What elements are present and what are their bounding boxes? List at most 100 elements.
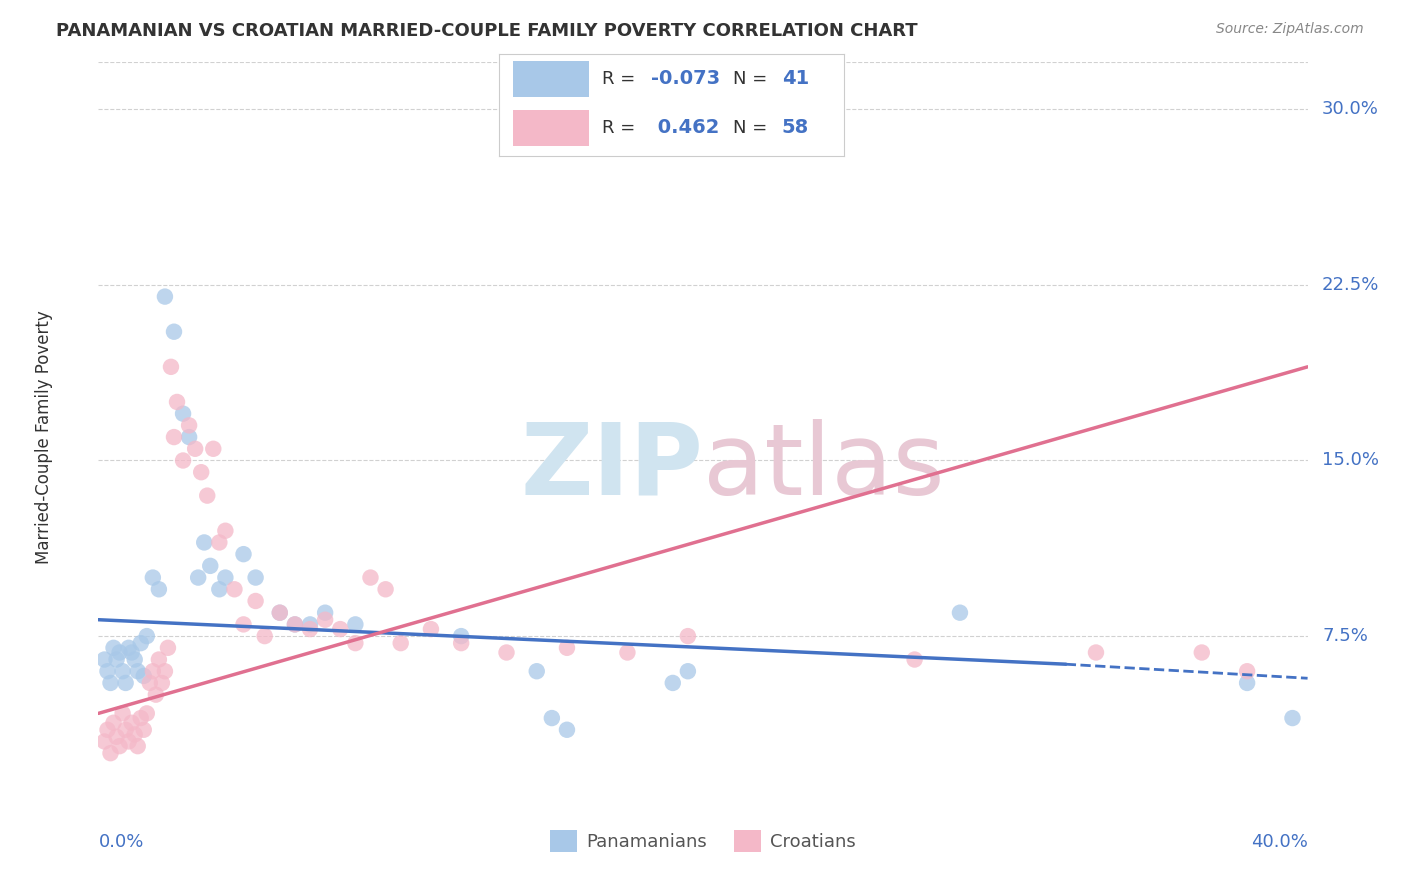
Point [526, 664, 548, 679]
Point [190, 465, 212, 479]
Point [232, 547, 254, 561]
Point [555, 723, 578, 737]
Point [163, 430, 186, 444]
Point [193, 535, 215, 549]
Point [145, 688, 167, 702]
Text: 15.0%: 15.0% [1322, 451, 1379, 469]
Point [132, 723, 155, 737]
Point [344, 617, 367, 632]
Point [105, 730, 128, 744]
Point [93, 652, 115, 666]
Text: 30.0%: 30.0% [1322, 100, 1379, 119]
Point [329, 622, 352, 636]
Text: Source: ZipAtlas.com: Source: ZipAtlas.com [1216, 22, 1364, 37]
Point [949, 606, 972, 620]
Text: 58: 58 [782, 119, 808, 137]
Point [179, 418, 201, 433]
Text: 7.5%: 7.5% [1322, 627, 1368, 645]
Point [1085, 646, 1108, 660]
Point [214, 571, 236, 585]
Point [232, 617, 254, 632]
Point [139, 676, 162, 690]
Point [142, 664, 165, 679]
Point [129, 636, 152, 650]
Point [269, 606, 291, 620]
Text: 0.462: 0.462 [651, 119, 718, 137]
Point [105, 652, 128, 666]
Text: 41: 41 [782, 70, 808, 88]
Point [284, 617, 307, 632]
Bar [513, 61, 589, 96]
Point [179, 430, 201, 444]
Point [344, 636, 367, 650]
Text: N =: N = [734, 119, 773, 136]
Point [118, 640, 141, 655]
Point [389, 636, 412, 650]
Point [166, 395, 188, 409]
Point [208, 535, 231, 549]
Point [661, 676, 683, 690]
Text: Married-Couple Family Poverty: Married-Couple Family Poverty [35, 310, 53, 564]
Point [96, 723, 118, 737]
Text: 22.5%: 22.5% [1322, 276, 1379, 293]
Point [135, 706, 157, 721]
Point [245, 594, 267, 608]
Point [121, 646, 143, 660]
Point [100, 676, 122, 690]
Point [1191, 646, 1213, 660]
Point [450, 636, 472, 650]
Bar [513, 110, 589, 145]
Point [676, 664, 699, 679]
Point [111, 664, 134, 679]
Point [100, 746, 122, 760]
Point [150, 676, 173, 690]
Point [172, 407, 194, 421]
Point [153, 289, 176, 303]
Point [108, 739, 131, 753]
Text: 40.0%: 40.0% [1251, 833, 1308, 851]
Text: 0.0%: 0.0% [98, 833, 143, 851]
Point [124, 727, 146, 741]
Point [374, 582, 396, 597]
Point [148, 652, 170, 666]
Point [245, 571, 267, 585]
Point [195, 489, 218, 503]
Point [111, 706, 134, 721]
Point [187, 571, 209, 585]
Point [420, 622, 443, 636]
Point [142, 571, 165, 585]
Point [540, 711, 562, 725]
Legend: Panamanians, Croatians: Panamanians, Croatians [543, 822, 863, 859]
Point [108, 646, 131, 660]
Point [156, 640, 179, 655]
Text: -0.073: -0.073 [651, 70, 720, 88]
Point [160, 359, 183, 374]
Point [184, 442, 207, 456]
Point [148, 582, 170, 597]
Point [616, 646, 638, 660]
Point [253, 629, 276, 643]
Point [314, 606, 336, 620]
Point [555, 640, 578, 655]
Point [360, 571, 382, 585]
Point [129, 711, 152, 725]
Point [208, 582, 231, 597]
Point [1236, 676, 1258, 690]
Point [121, 715, 143, 730]
Text: R =: R = [603, 70, 641, 87]
Point [96, 664, 118, 679]
Point [783, 114, 806, 128]
Point [153, 664, 176, 679]
Point [172, 453, 194, 467]
Point [269, 606, 291, 620]
Point [200, 558, 222, 573]
Text: PANAMANIAN VS CROATIAN MARRIED-COUPLE FAMILY POVERTY CORRELATION CHART: PANAMANIAN VS CROATIAN MARRIED-COUPLE FA… [56, 22, 918, 40]
Point [114, 723, 136, 737]
Point [214, 524, 236, 538]
Text: atlas: atlas [703, 418, 945, 516]
Point [114, 676, 136, 690]
Point [284, 617, 307, 632]
Text: N =: N = [734, 70, 773, 87]
Point [163, 325, 186, 339]
Text: R =: R = [603, 119, 641, 136]
